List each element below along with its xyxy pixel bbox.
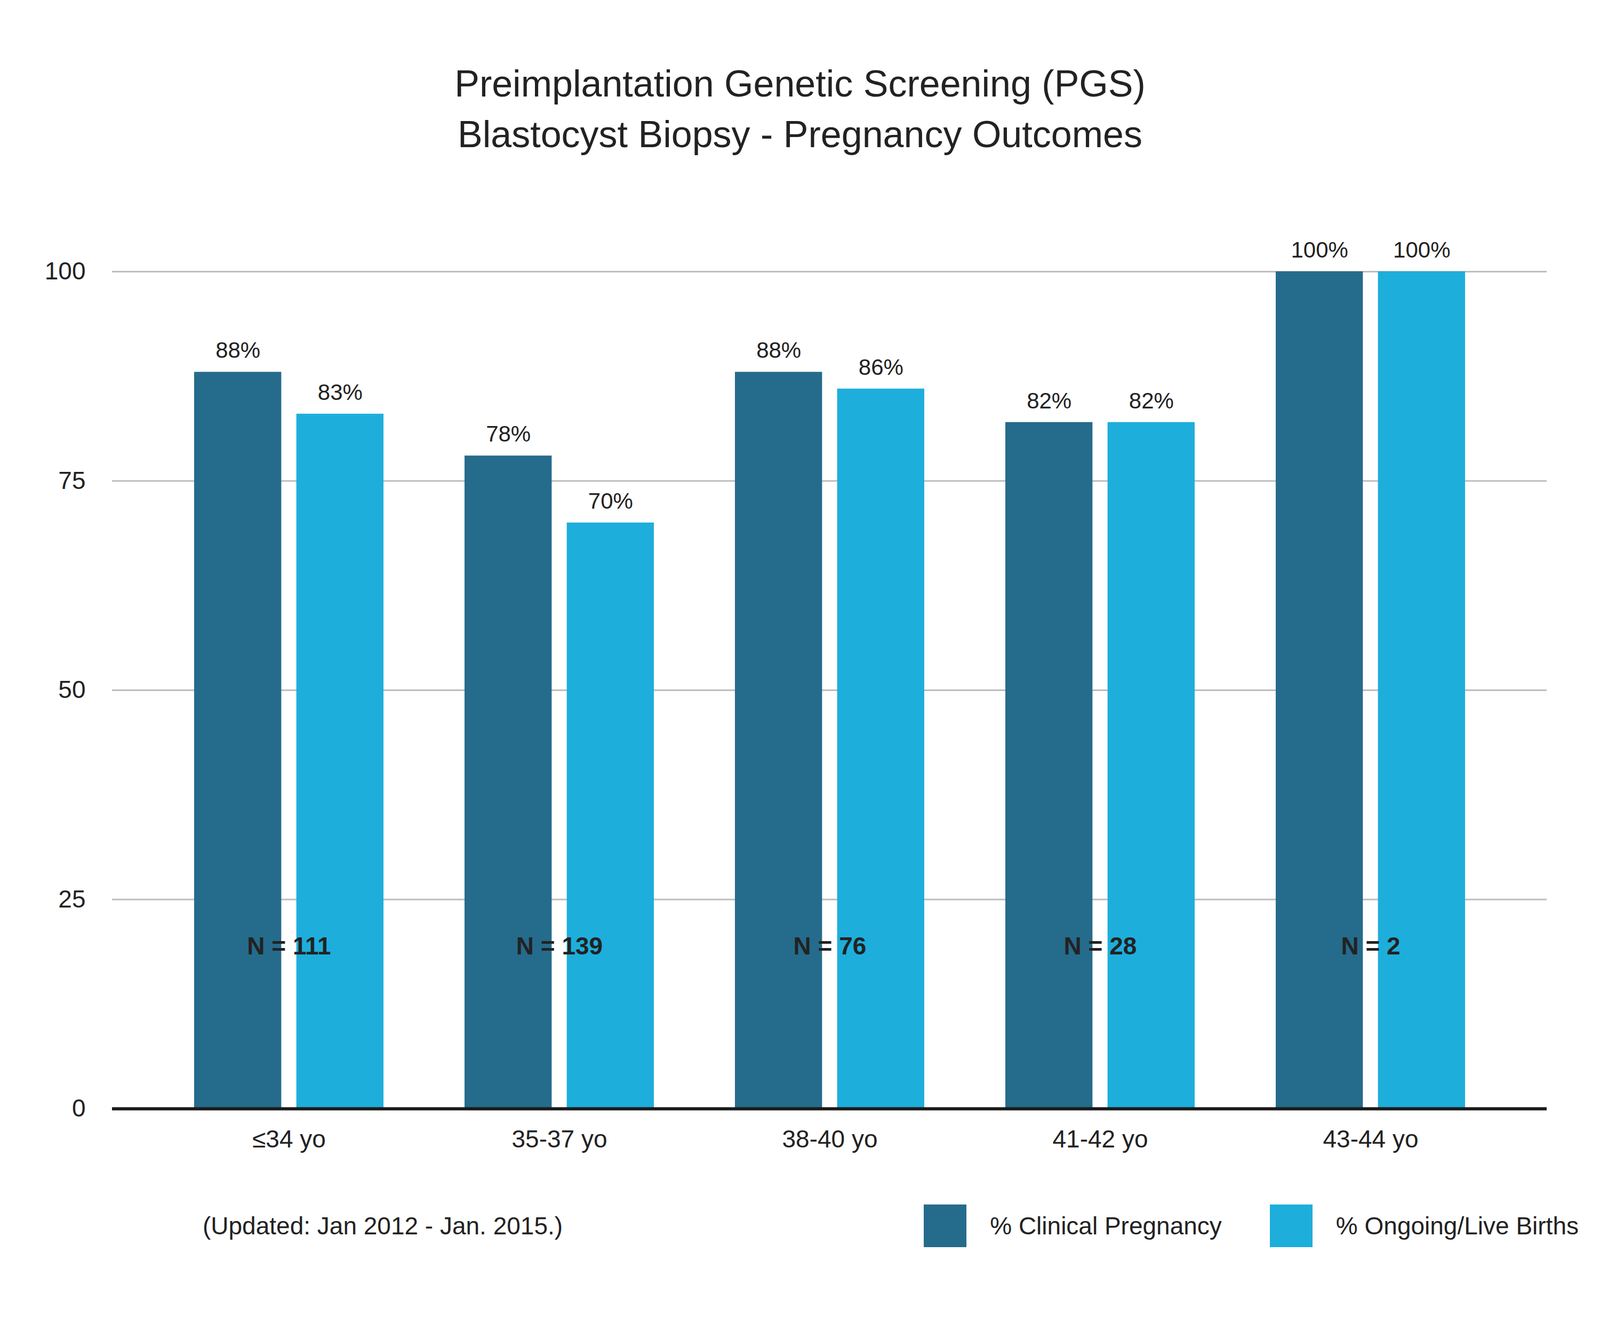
svg-text:0: 0 <box>72 1094 86 1123</box>
svg-text:75: 75 <box>58 466 86 495</box>
svg-text:N = 111: N = 111 <box>246 932 331 960</box>
svg-text:50: 50 <box>58 675 86 704</box>
svg-text:38-40 yo: 38-40 yo <box>781 1125 878 1154</box>
svg-text:43-44 yo: 43-44 yo <box>1322 1125 1419 1154</box>
html-text:% Ongoing/Live Births: % Ongoing/Live Births <box>1335 1212 1579 1240</box>
html-text:Blastocyst Biopsy - Pregnancy: Blastocyst Biopsy - Pregnancy Outcomes <box>457 113 1143 155</box>
svg-text:N = 76: N = 76 <box>793 932 867 960</box>
html-text:Preimplantation Genetic Screen: Preimplantation Genetic Screening (PGS) <box>454 62 1146 105</box>
svg-text:83%: 83% <box>317 379 363 405</box>
svg-text:N = 2: N = 2 <box>1340 932 1400 960</box>
svg-text:N = 139: N = 139 <box>516 932 603 960</box>
svg-text:41-42 yo: 41-42 yo <box>1052 1125 1148 1154</box>
svg-text:78%: 78% <box>485 421 531 447</box>
svg-text:100%: 100% <box>1290 237 1348 263</box>
svg-text:N = 28: N = 28 <box>1064 932 1138 960</box>
svg-text:100: 100 <box>44 257 86 285</box>
svg-text:86%: 86% <box>858 354 904 380</box>
svg-text:82%: 82% <box>1129 388 1174 414</box>
svg-text:100%: 100% <box>1393 237 1451 263</box>
svg-text:88%: 88% <box>215 337 261 363</box>
svg-text:≤34 yo: ≤34 yo <box>252 1125 326 1154</box>
svg-text:25: 25 <box>58 885 86 914</box>
svg-text:82%: 82% <box>1026 388 1072 414</box>
html-text:% Clinical Pregnancy: % Clinical Pregnancy <box>989 1212 1222 1240</box>
svg-text:70%: 70% <box>588 488 634 514</box>
html-text:(Updated: Jan 2012 - Jan. 2015: (Updated: Jan 2012 - Jan. 2015.) <box>202 1212 563 1240</box>
svg-text:88%: 88% <box>756 337 802 363</box>
svg-text:35-37 yo: 35-37 yo <box>511 1125 607 1154</box>
